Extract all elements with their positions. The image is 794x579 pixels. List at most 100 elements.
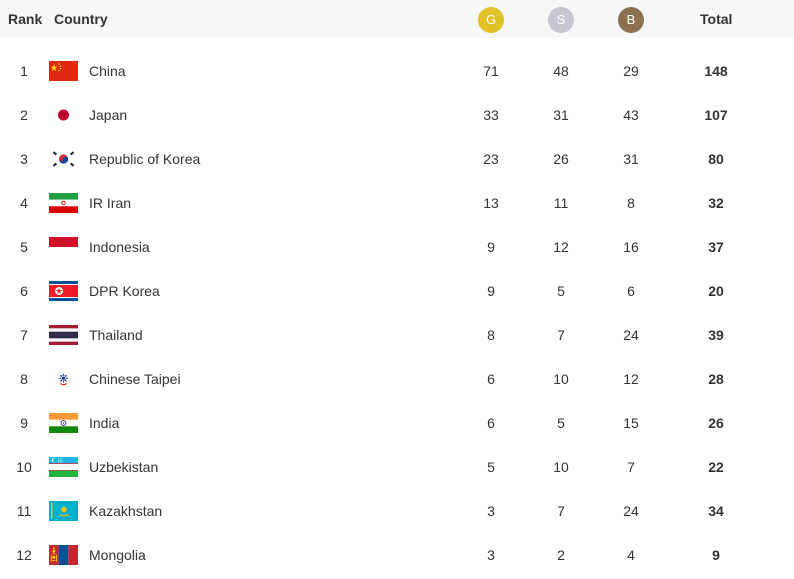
- silver-count: 48: [553, 63, 569, 79]
- indonesia-flag-icon: [49, 237, 78, 257]
- country-column-header[interactable]: Country: [54, 11, 108, 27]
- gold-count: 33: [483, 107, 499, 123]
- rank-cell: 2: [20, 107, 28, 123]
- bronze-count: 24: [623, 503, 639, 519]
- mongolia-flag-icon: [49, 545, 78, 565]
- gold-medal-icon[interactable]: G: [478, 7, 504, 33]
- silver-count: 26: [553, 151, 569, 167]
- table-row[interactable]: 12 Mongolia 3 2 4 9: [0, 533, 794, 577]
- iran-flag-icon: [49, 193, 78, 213]
- silver-medal-icon[interactable]: S: [548, 7, 574, 33]
- table-row[interactable]: 8 Chinese Taipei 6 10 12 28: [0, 357, 794, 401]
- gold-count: 13: [483, 195, 499, 211]
- table-row[interactable]: 3 Republic of Korea 23 26 31 80: [0, 137, 794, 181]
- bronze-count: 16: [623, 239, 639, 255]
- total-count: 34: [708, 503, 724, 519]
- silver-count: 5: [557, 415, 565, 431]
- chinese-taipei-flag-icon: [49, 369, 78, 389]
- table-row[interactable]: 6 DPR Korea 9 5 6 20: [0, 269, 794, 313]
- country-name[interactable]: DPR Korea: [89, 283, 160, 299]
- total-count: 20: [708, 283, 724, 299]
- india-flag-icon: [49, 413, 78, 433]
- table-row[interactable]: 5 Indonesia 9 12 16 37: [0, 225, 794, 269]
- rank-cell: 10: [16, 459, 32, 475]
- rank-cell: 1: [20, 63, 28, 79]
- silver-count: 2: [557, 547, 565, 563]
- table-row[interactable]: 11 Kazakhstan 3 7 24 34: [0, 489, 794, 533]
- total-count: 28: [708, 371, 724, 387]
- bronze-count: 15: [623, 415, 639, 431]
- silver-count: 11: [553, 195, 569, 211]
- total-count: 22: [708, 459, 724, 475]
- gold-count: 23: [483, 151, 499, 167]
- gold-count: 5: [487, 459, 495, 475]
- gold-count: 9: [487, 283, 495, 299]
- bronze-count: 24: [623, 327, 639, 343]
- bronze-count: 4: [627, 547, 635, 563]
- rank-cell: 9: [20, 415, 28, 431]
- gold-count: 9: [487, 239, 495, 255]
- country-name[interactable]: IR Iran: [89, 195, 132, 211]
- total-count: 39: [708, 327, 724, 343]
- gold-count: 3: [487, 547, 495, 563]
- gold-count: 3: [487, 503, 495, 519]
- total-count: 107: [704, 107, 728, 123]
- rank-cell: 7: [20, 327, 28, 343]
- country-name[interactable]: China: [89, 63, 126, 79]
- rank-cell: 6: [20, 283, 28, 299]
- country-name[interactable]: Mongolia: [89, 547, 146, 563]
- country-name[interactable]: Kazakhstan: [89, 503, 163, 519]
- japan-flag-icon: [49, 105, 78, 125]
- rank-cell: 8: [20, 371, 28, 387]
- china-flag-icon: [49, 61, 78, 81]
- table-row[interactable]: 9 India 6 5 15 26: [0, 401, 794, 445]
- rank-column-header[interactable]: Rank: [8, 11, 43, 27]
- total-count: 148: [704, 63, 728, 79]
- gold-count: 71: [483, 63, 499, 79]
- total-count: 80: [708, 151, 724, 167]
- silver-count: 12: [553, 239, 569, 255]
- silver-count: 31: [553, 107, 569, 123]
- table-row[interactable]: 1 China 71 48 29 148: [0, 49, 794, 93]
- bronze-count: 6: [627, 283, 635, 299]
- country-name[interactable]: Japan: [89, 107, 128, 123]
- total-column-header[interactable]: Total: [700, 11, 733, 27]
- bronze-count: 8: [627, 195, 635, 211]
- rank-cell: 12: [16, 547, 32, 563]
- silver-count: 7: [557, 327, 565, 343]
- silver-count: 10: [553, 459, 569, 475]
- thailand-flag-icon: [49, 325, 78, 345]
- total-count: 26: [708, 415, 724, 431]
- silver-count: 5: [557, 283, 565, 299]
- korea-flag-icon: [49, 149, 78, 169]
- bronze-count: 12: [623, 371, 639, 387]
- bronze-count: 43: [623, 107, 639, 123]
- dpr-korea-flag-icon: [49, 281, 78, 301]
- country-name[interactable]: Thailand: [89, 327, 143, 343]
- table-row[interactable]: 2 Japan 33 31 43 107: [0, 93, 794, 137]
- table-row[interactable]: 10 Uzbekistan 5 10 7 22: [0, 445, 794, 489]
- rank-cell: 11: [16, 503, 32, 519]
- country-name[interactable]: India: [89, 415, 120, 431]
- table-row[interactable]: 4 IR Iran 13 11 8 32: [0, 181, 794, 225]
- rank-cell: 4: [20, 195, 28, 211]
- gold-count: 6: [487, 415, 495, 431]
- bronze-medal-icon[interactable]: B: [618, 7, 644, 33]
- bronze-count: 29: [623, 63, 639, 79]
- total-count: 9: [712, 547, 720, 563]
- country-name[interactable]: Republic of Korea: [89, 151, 201, 167]
- country-name[interactable]: Indonesia: [89, 239, 150, 255]
- silver-count: 7: [557, 503, 565, 519]
- rank-cell: 5: [20, 239, 28, 255]
- kazakhstan-flag-icon: [49, 501, 78, 521]
- table-header: Rank Country G S B Total: [0, 0, 794, 38]
- gold-count: 8: [487, 327, 495, 343]
- gold-count: 6: [487, 371, 495, 387]
- country-name[interactable]: Uzbekistan: [89, 459, 159, 475]
- country-name[interactable]: Chinese Taipei: [89, 371, 181, 387]
- rank-cell: 3: [20, 151, 28, 167]
- table-row[interactable]: 7 Thailand 8 7 24 39: [0, 313, 794, 357]
- total-count: 32: [708, 195, 724, 211]
- total-count: 37: [708, 239, 724, 255]
